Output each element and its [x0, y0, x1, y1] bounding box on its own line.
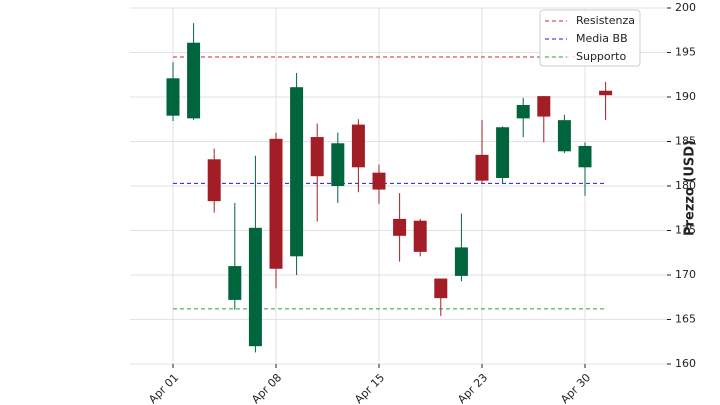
y-tick-label: 185 [675, 135, 696, 148]
y-tick-label: 190 [675, 90, 696, 103]
candle-body [413, 220, 427, 252]
legend: Resistenza Media BB Supporto [539, 9, 641, 67]
candle-body [537, 96, 551, 117]
candle-body [578, 145, 592, 168]
candle-body [599, 90, 613, 96]
y-tick-label: 160 [675, 357, 696, 370]
legend-box [539, 9, 641, 67]
candle-body [372, 172, 386, 190]
candle-body [516, 105, 530, 119]
y-tick-label: 175 [675, 224, 696, 237]
candle-body [351, 124, 365, 168]
candle-body [454, 247, 468, 276]
candle-body [496, 127, 510, 178]
legend-label: Supporto [576, 50, 626, 63]
y-tick-label: 170 [675, 268, 696, 281]
candle-body [166, 78, 180, 116]
legend-label: Media BB [576, 32, 628, 45]
candle-body [228, 266, 242, 300]
x-tick-label: Apr 01 [146, 371, 181, 405]
x-tick-label: Apr 08 [249, 371, 284, 405]
y-tick-label: 180 [675, 179, 696, 192]
y-tick-label: 195 [675, 46, 696, 59]
candle-body [331, 143, 345, 186]
y-tick-label: 165 [675, 313, 696, 326]
x-tick-label: Apr 23 [455, 371, 490, 405]
candle-body [475, 154, 489, 181]
candle-body [434, 278, 448, 299]
candle-body [310, 137, 324, 177]
y-tick-label: 200 [675, 1, 696, 14]
candle-body [187, 42, 201, 119]
candle-body [290, 87, 304, 257]
candle-body [248, 227, 262, 347]
candle-body [207, 159, 221, 202]
y-axis-label: Prezzo (USD) [683, 140, 698, 236]
candle-body [557, 120, 571, 152]
candle-body [269, 138, 283, 269]
legend-label: Resistenza [576, 14, 635, 27]
x-tick-label: Apr 30 [558, 371, 593, 405]
x-tick-label: Apr 15 [352, 371, 387, 405]
candle-body [393, 218, 407, 236]
